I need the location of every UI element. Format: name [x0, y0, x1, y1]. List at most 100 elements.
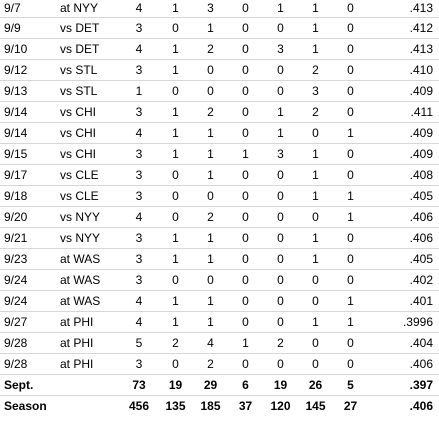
opponent-cell: vs CLE [56, 164, 120, 186]
avg-cell: .406 [409, 399, 433, 413]
rbi-cell: 0 [263, 185, 298, 207]
r-cell: 0 [158, 185, 193, 207]
hr-cell: 0 [228, 0, 263, 18]
r-cell: 2 [158, 332, 193, 354]
r-cell: 1 [158, 248, 193, 270]
date-cell: 9/18 [0, 185, 56, 207]
r-cell: 0 [158, 164, 193, 186]
k-cell: 0 [333, 80, 368, 102]
avg-cell: .401 [368, 290, 439, 312]
h-cell: 1 [193, 248, 228, 270]
table-row: 9/27 at PHI 4 1 1 0 0 1 1.3996 [0, 311, 439, 333]
rbi-cell: 0 [263, 248, 298, 270]
k-cell: 0 [333, 59, 368, 81]
k-cell: 0 [333, 269, 368, 291]
h-cell: 4 [193, 332, 228, 354]
h-cell: 3 [193, 0, 228, 18]
k-cell: 5 [333, 374, 368, 396]
hr-cell: 0 [228, 248, 263, 270]
ab-cell: 3 [120, 17, 158, 39]
table-row: 9/18 vs CLE 3 0 0 0 0 1 1.405 [0, 185, 439, 207]
ab-cell: 3 [120, 101, 158, 123]
hr-cell: 0 [228, 185, 263, 207]
ab-cell: 3 [120, 59, 158, 81]
r-cell: 1 [158, 311, 193, 333]
k-cell: 0 [333, 143, 368, 165]
month-total-row: Sept. 73 19 29 6 19 26 5.397 [0, 374, 439, 396]
hr-cell: 0 [228, 227, 263, 249]
ab-cell: 4 [120, 122, 158, 144]
table-row: 9/24 at WAS 3 0 0 0 0 0 0.402 [0, 269, 439, 291]
k-cell: 27 [343, 399, 358, 413]
k-cell: 1 [333, 185, 368, 207]
rbi-cell: 0 [263, 164, 298, 186]
season-total-row: Season 456 135 185 37 120 145 27 .406 [0, 396, 439, 417]
k-cell: 0 [333, 101, 368, 123]
avg-cell: .409 [368, 80, 439, 102]
bb-cell: 0 [298, 353, 333, 375]
r-cell: 1 [158, 59, 193, 81]
date-cell: 9/10 [0, 38, 56, 60]
r-cell: 1 [158, 290, 193, 312]
ab-cell: 3 [120, 143, 158, 165]
r-cell: 135 [165, 399, 186, 413]
table-row: 9/28 at PHI 5 2 4 1 2 0 0.404 [0, 332, 439, 354]
bb-cell: 1 [298, 38, 333, 60]
h-cell: 2 [193, 353, 228, 375]
ab-cell: 1 [120, 80, 158, 102]
date-cell: 9/20 [0, 206, 56, 228]
hr-cell: 1 [228, 332, 263, 354]
bb-cell: 145 [305, 399, 326, 413]
rbi-cell: 120 [270, 399, 291, 413]
h-cell: 2 [193, 101, 228, 123]
hr-cell: 0 [228, 122, 263, 144]
ab-cell: 456 [128, 399, 150, 413]
bb-cell: 0 [298, 290, 333, 312]
hr-cell: 6 [228, 374, 263, 396]
h-cell: 0 [193, 59, 228, 81]
ab-cell: 4 [120, 311, 158, 333]
k-cell: 0 [333, 332, 368, 354]
hr-cell: 37 [238, 399, 253, 413]
opponent-cell: vs CLE [56, 185, 120, 207]
k-cell: 0 [333, 248, 368, 270]
opponent-cell [56, 374, 120, 396]
rbi-cell: 1 [263, 101, 298, 123]
avg-cell: .410 [368, 59, 439, 81]
avg-cell: .3996 [368, 311, 439, 333]
bb-cell: 2 [298, 59, 333, 81]
r-cell: 0 [158, 353, 193, 375]
h-cell: 0 [193, 80, 228, 102]
table-row: 9/12 vs STL 3 1 0 0 0 2 0.410 [0, 59, 439, 81]
avg-cell: .409 [368, 143, 439, 165]
opponent-cell: vs CHI [56, 122, 120, 144]
r-cell: 0 [158, 80, 193, 102]
avg-cell: .404 [368, 332, 439, 354]
k-cell: 0 [333, 38, 368, 60]
r-cell: 19 [158, 374, 193, 396]
rbi-cell: 0 [263, 80, 298, 102]
hr-cell: 0 [228, 164, 263, 186]
avg-cell: .412 [368, 17, 439, 39]
date-cell: 9/24 [0, 290, 56, 312]
date-cell: Sept. [0, 374, 56, 396]
avg-cell: .413 [368, 38, 439, 60]
ab-cell: 3 [120, 185, 158, 207]
bb-cell: 0 [298, 269, 333, 291]
ab-cell: 3 [120, 353, 158, 375]
bb-cell: 3 [298, 80, 333, 102]
r-cell: 1 [158, 227, 193, 249]
avg-cell: .411 [368, 101, 439, 123]
h-cell: 1 [193, 143, 228, 165]
bb-cell: 1 [298, 248, 333, 270]
table-row: 9/9 vs DET 3 0 1 0 0 1 0.412 [0, 17, 439, 39]
k-cell: 0 [333, 164, 368, 186]
bb-cell: 1 [298, 227, 333, 249]
bb-cell: 0 [298, 332, 333, 354]
r-cell: 0 [158, 17, 193, 39]
table-row: 9/7 at NYY 4 1 3 0 1 1 0.413 [0, 0, 439, 18]
table-row: 9/10 vs DET 4 1 2 0 3 1 0.413 [0, 38, 439, 60]
opponent-cell [56, 396, 120, 417]
k-cell: 0 [333, 353, 368, 375]
r-cell: 0 [158, 269, 193, 291]
